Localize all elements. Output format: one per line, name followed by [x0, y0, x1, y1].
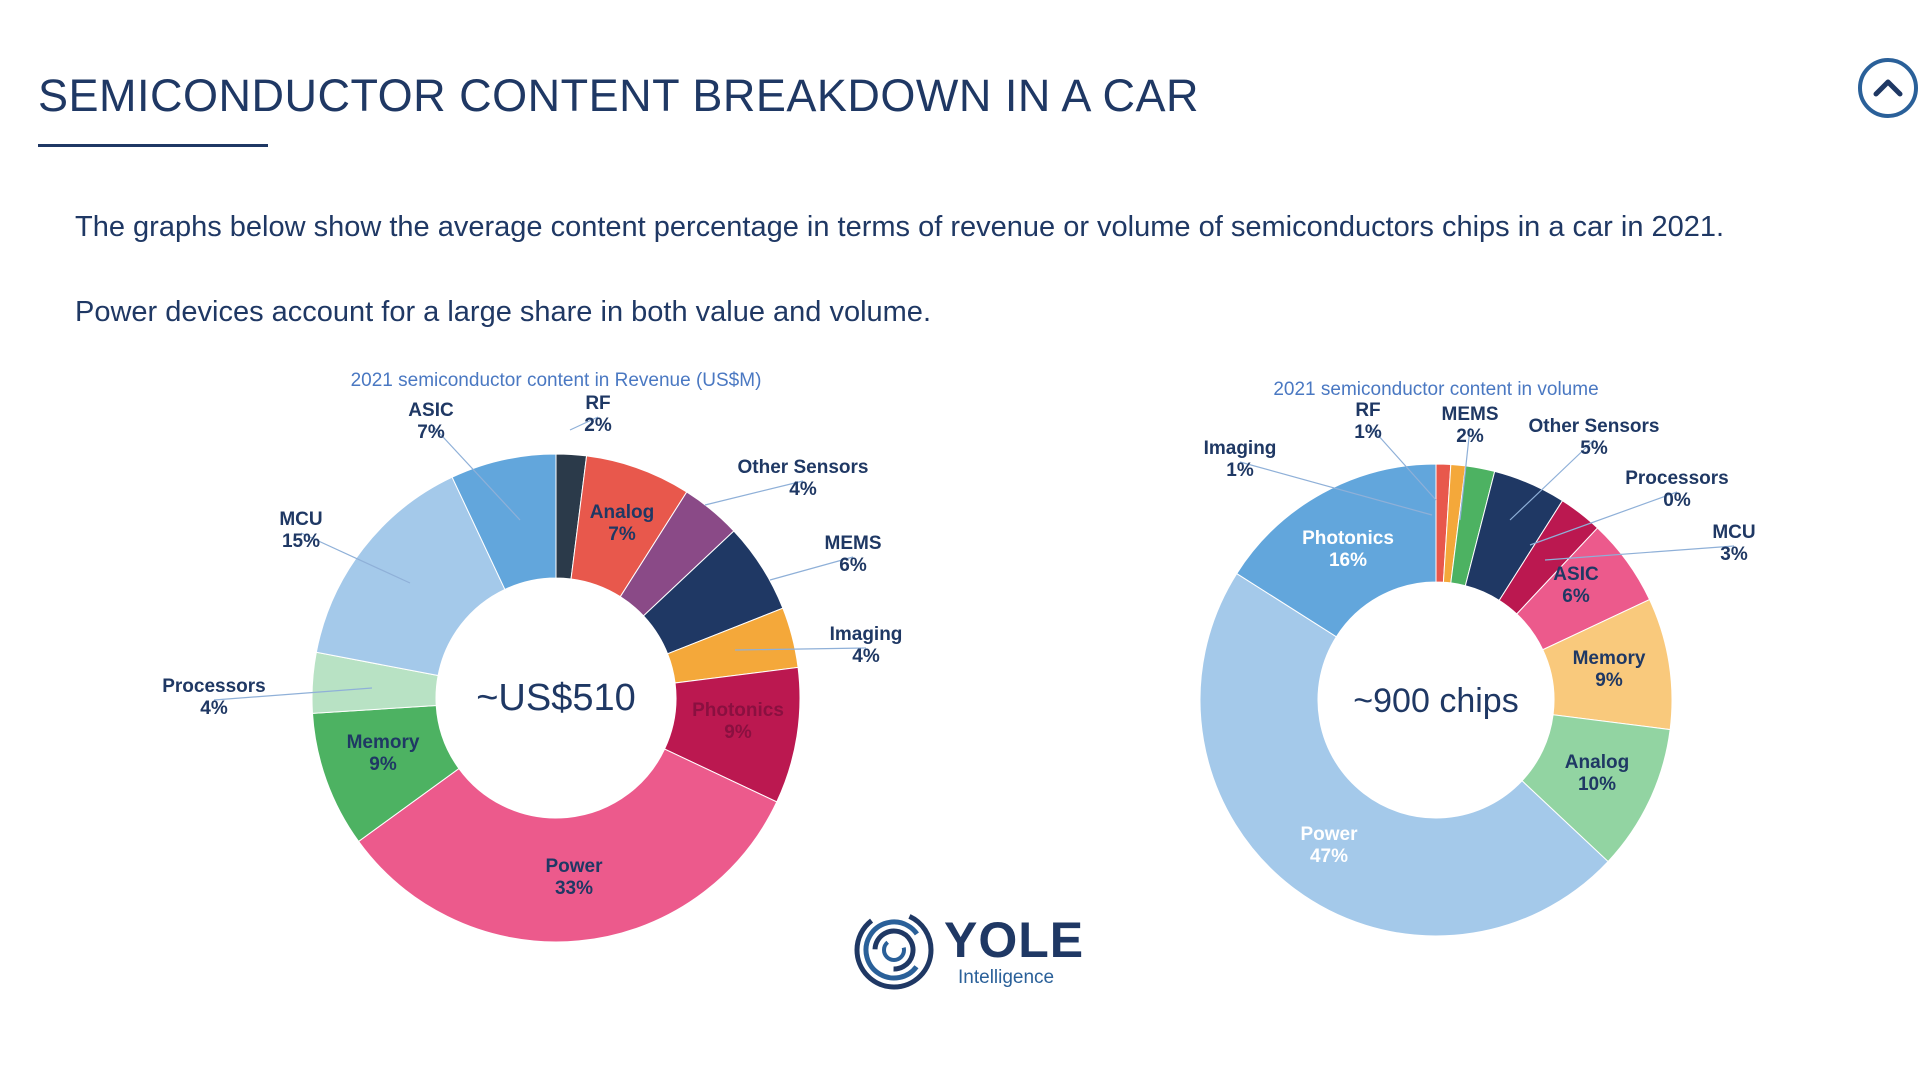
- volume-leader-processors: [1529, 491, 1678, 546]
- volume-label-mems: MEMS: [1442, 404, 1499, 425]
- revenue-slice-asic: [451, 453, 557, 591]
- logo-subtitle: Intelligence: [958, 967, 1055, 988]
- volume-value-analog: 10%: [1578, 774, 1616, 795]
- volume-label-memory: Memory: [1573, 648, 1646, 669]
- volume-value-mems: 2%: [1456, 426, 1484, 447]
- volume-label-mcu: MCU: [1712, 522, 1755, 543]
- revenue-label-mcu: MCU: [279, 509, 322, 530]
- volume-label-analog: Analog: [1565, 752, 1629, 773]
- revenue-value-processors: 4%: [200, 698, 228, 719]
- volume-value-photonics: 16%: [1329, 550, 1367, 571]
- revenue-value-mems: 6%: [839, 555, 867, 576]
- volume-leader-imaging: [1239, 461, 1433, 516]
- volume-value-memory: 9%: [1595, 670, 1623, 691]
- revenue-chart-title: 2021 semiconductor content in Revenue (U…: [351, 370, 762, 391]
- revenue-label-mems: MEMS: [825, 533, 882, 554]
- volume-chart-title: 2021 semiconductor content in volume: [1273, 379, 1598, 400]
- revenue-value-rf: 2%: [584, 415, 612, 436]
- revenue-label-power: Power: [545, 856, 603, 877]
- volume-value-power: 47%: [1310, 846, 1348, 867]
- revenue-value-asic: 7%: [417, 422, 445, 443]
- revenue-label-asic: ASIC: [408, 400, 454, 421]
- volume-leader-rf: [1367, 423, 1437, 501]
- revenue-center-label: ~US$510: [476, 677, 636, 719]
- volume-value-mcu: 3%: [1720, 544, 1748, 565]
- volume-value-imaging: 1%: [1226, 460, 1254, 481]
- revenue-leader-mcu: [300, 532, 411, 584]
- revenue-slice-power: [357, 748, 778, 943]
- revenue-leader-imaging: [734, 647, 867, 651]
- revenue-value-other-sensors: 4%: [789, 479, 817, 500]
- volume-label-asic: ASIC: [1553, 564, 1599, 585]
- title-underline: [38, 144, 268, 147]
- revenue-value-power: 33%: [555, 878, 593, 899]
- volume-value-processors: 0%: [1663, 490, 1691, 511]
- revenue-value-memory: 9%: [369, 754, 397, 775]
- revenue-label-processors: Processors: [162, 676, 266, 697]
- revenue-label-rf: RF: [585, 393, 610, 414]
- revenue-slice-mcu: [315, 476, 506, 677]
- revenue-leader-rf: [569, 416, 599, 431]
- revenue-label-other-sensors: Other Sensors: [738, 457, 869, 478]
- revenue-label-imaging: Imaging: [830, 624, 903, 645]
- intro-text: The graphs below show the average conten…: [75, 211, 1725, 243]
- back-to-top-button[interactable]: [1858, 58, 1918, 118]
- revenue-label-analog: Analog: [590, 502, 654, 523]
- revenue-value-imaging: 4%: [852, 646, 880, 667]
- revenue-label-memory: Memory: [347, 732, 420, 753]
- yole-logo: YOLE Intelligence: [852, 905, 1092, 995]
- revenue-leader-asic: [430, 423, 521, 521]
- volume-center-label: ~900 chips: [1353, 682, 1518, 720]
- intro-subtext: Power devices account for a large share …: [75, 296, 931, 328]
- volume-leader-mcu: [1544, 545, 1735, 561]
- revenue-value-mcu: 15%: [282, 531, 320, 552]
- revenue-leader-mems: [769, 556, 854, 581]
- volume-label-photonics: Photonics: [1302, 528, 1394, 549]
- volume-value-asic: 6%: [1562, 586, 1590, 607]
- volume-leader-mems: [1459, 427, 1471, 521]
- volume-label-imaging: Imaging: [1204, 438, 1277, 459]
- volume-label-processors: Processors: [1625, 468, 1729, 489]
- volume-label-power: Power: [1300, 824, 1358, 845]
- volume-label-other-sensors: Other Sensors: [1529, 416, 1660, 437]
- volume-slice-photonics: [1236, 463, 1437, 638]
- volume-label-rf: RF: [1355, 400, 1380, 421]
- volume-value-rf: 1%: [1354, 422, 1382, 443]
- page-title: SEMICONDUCTOR CONTENT BREAKDOWN IN A CAR: [38, 70, 1199, 121]
- revenue-value-analog: 7%: [608, 524, 636, 545]
- volume-value-other-sensors: 5%: [1580, 438, 1608, 459]
- volume-slice-power: [1199, 572, 1609, 937]
- revenue-leader-other-sensors: [704, 480, 804, 506]
- logo-wordmark: YOLE: [944, 912, 1085, 968]
- volume-leader-other-sensors: [1509, 439, 1595, 521]
- revenue-value-photonics: 9%: [724, 722, 752, 743]
- revenue-label-photonics: Photonics: [692, 700, 784, 721]
- yole-logo-mark-icon: [854, 910, 934, 990]
- chevron-up-icon: [1873, 79, 1903, 97]
- revenue-leader-processors: [213, 687, 373, 701]
